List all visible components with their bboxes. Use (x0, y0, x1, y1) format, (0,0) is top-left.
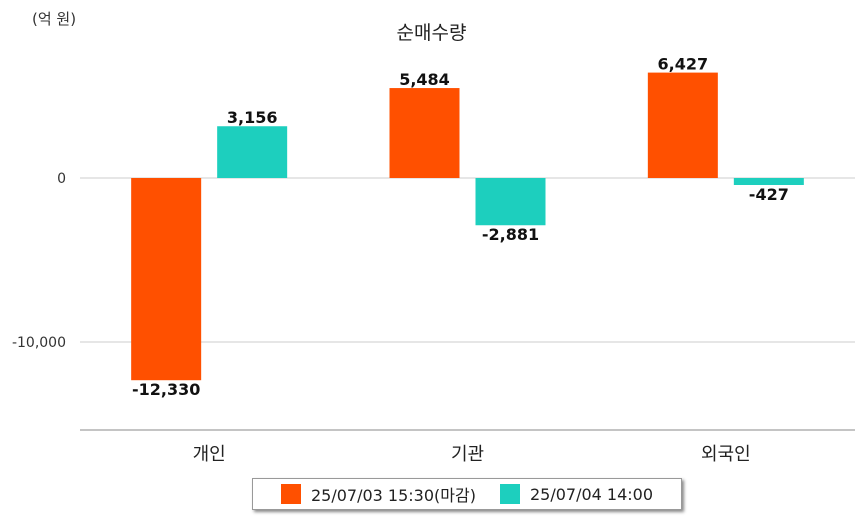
data-label: -2,881 (482, 225, 539, 244)
bar (647, 72, 718, 178)
legend-swatch-series-2 (499, 484, 520, 504)
bar (733, 178, 804, 186)
legend-item-series-2[interactable]: 25/07/04 14:00 (499, 484, 654, 504)
legend-item-series-1[interactable]: 25/07/03 15:30(마감) (280, 482, 476, 506)
legend-label-series-2: 25/07/04 14:00 (529, 484, 654, 504)
legend-label-series-1: 25/07/03 15:30(마감) (310, 486, 476, 505)
data-label: 3,156 (227, 108, 278, 127)
x-tick-label: 외국인 (701, 444, 751, 465)
bar (475, 178, 546, 226)
bar (217, 126, 288, 178)
chart-title: 순매수량 (396, 22, 467, 44)
data-label: -12,330 (132, 380, 200, 399)
legend-swatch-series-1 (280, 484, 301, 504)
y-tick-label: 0 (57, 171, 66, 187)
y-tick-label: -10,000 (12, 335, 66, 351)
bar (389, 88, 460, 178)
x-tick-label: 기관 (451, 444, 484, 465)
data-label: -427 (749, 185, 789, 204)
data-label: 6,427 (658, 55, 709, 74)
data-label: 5,484 (399, 70, 450, 89)
x-tick-label: 개인 (193, 444, 226, 465)
unit-label: (억 원) (32, 10, 77, 28)
bar (131, 178, 202, 381)
legend: 25/07/03 15:30(마감) 25/07/04 14:00 (252, 478, 682, 510)
